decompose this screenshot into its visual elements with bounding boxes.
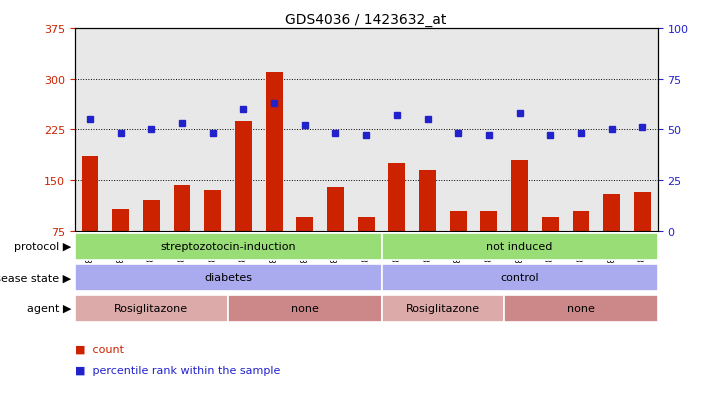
Bar	[296, 218, 314, 231]
Bar	[204, 191, 221, 231]
Bar	[75, 264, 382, 292]
Bar	[419, 171, 436, 231]
Bar	[542, 218, 559, 231]
Text: ■  count: ■ count	[75, 344, 124, 354]
Text: none: none	[291, 304, 319, 314]
Bar	[450, 211, 466, 231]
Bar	[75, 233, 382, 261]
Bar	[504, 295, 658, 323]
Title: GDS4036 / 1423632_at: GDS4036 / 1423632_at	[286, 12, 447, 26]
Text: ■  percentile rank within the sample: ■ percentile rank within the sample	[75, 365, 280, 375]
Bar	[266, 73, 282, 231]
Bar	[511, 160, 528, 231]
Bar	[481, 211, 498, 231]
Bar	[358, 218, 375, 231]
Bar	[228, 295, 382, 323]
Text: agent ▶: agent ▶	[27, 304, 71, 314]
Bar	[572, 211, 589, 231]
Text: none: none	[567, 304, 595, 314]
Text: diabetes: diabetes	[204, 273, 252, 283]
Bar	[235, 122, 252, 231]
Bar	[382, 233, 658, 261]
Bar	[143, 201, 160, 231]
Text: protocol ▶: protocol ▶	[14, 242, 71, 252]
Bar	[388, 164, 405, 231]
Bar	[603, 194, 620, 231]
Text: Rosiglitazone: Rosiglitazone	[114, 304, 188, 314]
Text: disease state ▶: disease state ▶	[0, 273, 71, 283]
Bar	[82, 157, 98, 231]
Text: control: control	[501, 273, 539, 283]
Bar	[112, 210, 129, 231]
Bar	[173, 185, 191, 231]
Text: not induced: not induced	[486, 242, 552, 252]
Text: streptozotocin-induction: streptozotocin-induction	[160, 242, 296, 252]
Bar	[75, 295, 228, 323]
Text: Rosiglitazone: Rosiglitazone	[406, 304, 480, 314]
Bar	[382, 295, 504, 323]
Bar	[382, 264, 658, 292]
Bar	[327, 188, 344, 231]
Bar	[634, 193, 651, 231]
